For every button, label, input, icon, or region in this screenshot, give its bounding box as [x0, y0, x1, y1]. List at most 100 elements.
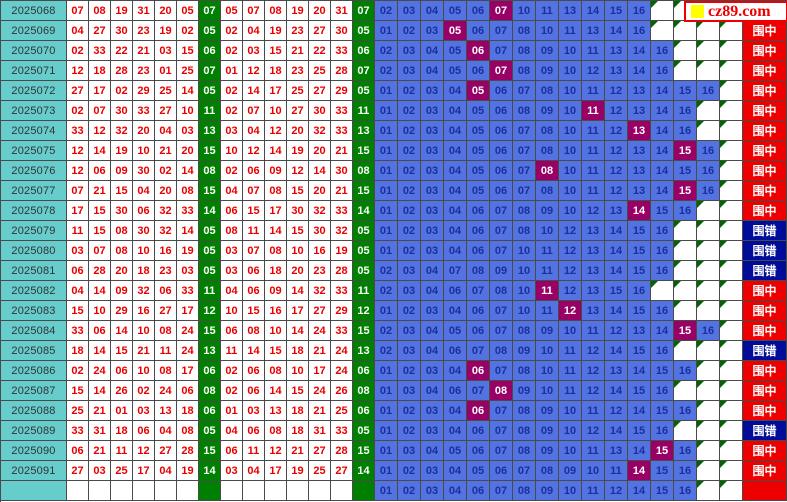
blue-ball-value-cell: 15	[353, 141, 375, 161]
enclosure-number-cell: 07	[490, 421, 513, 441]
enclosure-number-cell: 05	[444, 61, 467, 81]
draw-number-cell: 25	[155, 81, 177, 101]
draw-number-cell	[67, 481, 89, 501]
sorted-number-cell: 10	[265, 101, 287, 121]
cz89-logo[interactable]: cz89.com	[684, 1, 787, 22]
draw-number-cell: 11	[111, 441, 133, 461]
result-cell: 围中	[743, 161, 787, 181]
draw-number-cell: 12	[67, 61, 89, 81]
draw-number-cell: 14	[111, 321, 133, 341]
enclosure-number-cell: 13	[628, 161, 651, 181]
enclosure-number-cell: 12	[582, 201, 605, 221]
enclosure-number-cell: 14	[605, 241, 628, 261]
sorted-number-cell: 07	[243, 241, 265, 261]
blue-ball-value-cell: 15	[353, 321, 375, 341]
enclosure-number-cell: 03	[398, 61, 421, 81]
draw-number-cell: 19	[111, 141, 133, 161]
sorted-number-cell: 02	[221, 381, 243, 401]
padding-cell	[720, 401, 743, 421]
blue-ball-value-cell: 06	[199, 361, 221, 381]
enclosure-number-cell: 07	[490, 21, 513, 41]
enclosure-number-cell: 16	[651, 61, 674, 81]
result-cell: 围中	[743, 461, 787, 481]
enclosure-number-cell: 08	[513, 41, 536, 61]
corner-triangle-icon	[720, 101, 727, 108]
enclosure-number-cell: 02	[375, 321, 398, 341]
enclosure-number-cell: 14	[605, 381, 628, 401]
enclosure-number-cell: 14	[651, 141, 674, 161]
draw-number-cell: 19	[155, 21, 177, 41]
enclosure-number-cell: 01	[375, 161, 398, 181]
enclosure-number-cell: 03	[398, 321, 421, 341]
sorted-number-cell: 14	[265, 381, 287, 401]
sorted-number-cell: 18	[287, 421, 309, 441]
padding-cell	[674, 241, 697, 261]
enclosure-number-cell: 06	[490, 101, 513, 121]
blue-ball-value-cell: 05	[353, 21, 375, 41]
sorted-number-cell: 04	[243, 121, 265, 141]
enclosure-number-cell: 08	[513, 481, 536, 501]
sorted-number-cell: 04	[221, 281, 243, 301]
draw-number-cell: 31	[89, 421, 111, 441]
enclosure-number-cell: 12	[582, 361, 605, 381]
draw-number-cell: 32	[111, 121, 133, 141]
enclosure-number-cell: 07	[467, 341, 490, 361]
enclosure-number-cell: 11	[536, 261, 559, 281]
sorted-number-cell: 13	[265, 401, 287, 421]
sorted-number-cell: 27	[309, 441, 331, 461]
sorted-number-cell: 33	[331, 121, 353, 141]
table-row: 2025076 12 06 09 30 02 14 08 02 06 09 12 14 30 08 01 02 0…	[1, 161, 787, 181]
enclosure-number-cell: 13	[628, 181, 651, 201]
enclosure-number-cell: 11	[559, 341, 582, 361]
result-cell: 围中	[743, 141, 787, 161]
enclosure-number-cell: 15	[674, 161, 697, 181]
enclosure-number-cell: 01	[375, 181, 398, 201]
draw-number-cell: 15	[89, 221, 111, 241]
enclosure-number-cell: 08	[467, 261, 490, 281]
padding-cell	[697, 201, 720, 221]
period-cell: 2025080	[1, 241, 67, 261]
sorted-number-cell: 16	[265, 301, 287, 321]
draw-number-cell: 24	[177, 321, 199, 341]
enclosure-number-cell: 13	[559, 1, 582, 21]
period-cell: 2025072	[1, 81, 67, 101]
corner-triangle-icon	[720, 161, 727, 168]
padding-cell	[651, 1, 674, 21]
sorted-number-cell: 15	[243, 201, 265, 221]
draw-number-cell: 28	[89, 261, 111, 281]
enclosure-number-cell: 05	[467, 461, 490, 481]
enclosure-number-cell: 04	[421, 261, 444, 281]
draw-number-cell: 20	[133, 121, 155, 141]
draw-number-cell: 15	[67, 301, 89, 321]
draw-number-cell: 19	[111, 1, 133, 21]
padding-cell	[651, 281, 674, 301]
enclosure-number-cell: 01	[375, 141, 398, 161]
sorted-number-cell: 15	[243, 301, 265, 321]
draw-number-cell: 21	[133, 41, 155, 61]
enclosure-number-cell: 02	[398, 361, 421, 381]
draw-number-cell: 21	[89, 441, 111, 461]
logo-text: cz89.com	[708, 2, 771, 20]
enclosure-number-cell: 09	[536, 201, 559, 221]
enclosure-number-cell: 16	[674, 121, 697, 141]
enclosure-number-cell: 08	[513, 21, 536, 41]
sorted-number-cell: 32	[331, 221, 353, 241]
draw-number-cell: 03	[133, 401, 155, 421]
enclosure-number-cell: 13	[605, 441, 628, 461]
sorted-number-cell: 15	[265, 341, 287, 361]
period-cell: 2025089	[1, 421, 67, 441]
sorted-number-cell: 11	[243, 221, 265, 241]
sorted-number-cell: 27	[331, 461, 353, 481]
enclosure-number-cell: 01	[375, 301, 398, 321]
enclosure-number-cell: 12	[605, 161, 628, 181]
sorted-number-cell: 25	[331, 401, 353, 421]
draw-number-cell: 23	[155, 261, 177, 281]
sorted-number-cell: 14	[265, 221, 287, 241]
sorted-number-cell: 19	[287, 461, 309, 481]
enclosure-number-cell: 14	[628, 441, 651, 461]
enclosure-number-cell: 14	[628, 361, 651, 381]
draw-number-cell: 24	[177, 341, 199, 361]
draw-number-cell: 17	[133, 461, 155, 481]
padding-cell	[697, 481, 720, 501]
draw-number-cell: 25	[111, 461, 133, 481]
